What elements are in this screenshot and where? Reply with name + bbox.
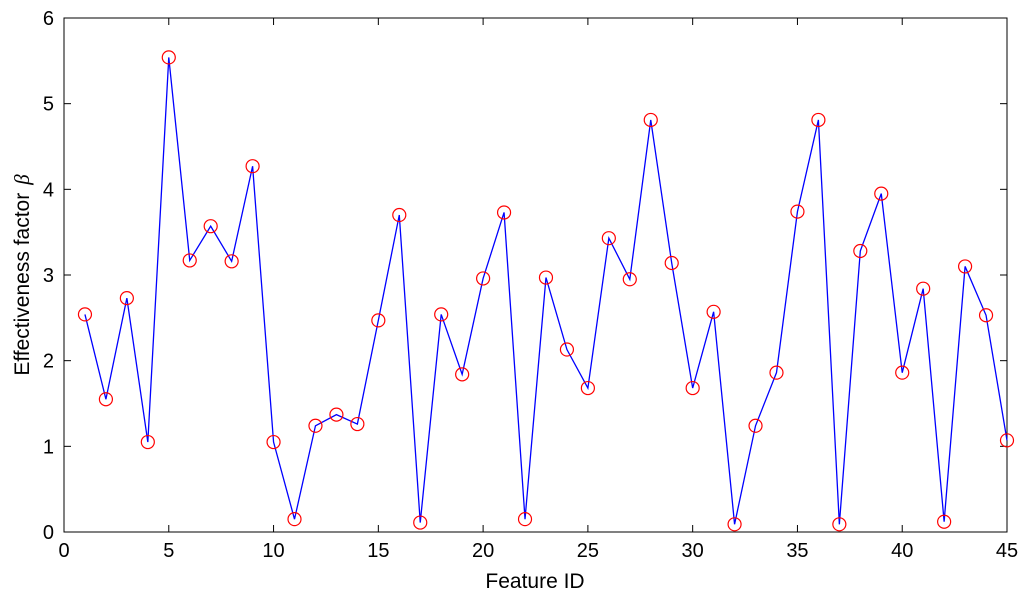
y-tick-label: 2: [43, 351, 54, 373]
data-point: [203, 219, 218, 234]
data-point: [266, 434, 281, 450]
plot-area: [63, 17, 1008, 533]
data-point: [245, 159, 260, 174]
x-tick-label: 30: [682, 540, 704, 562]
data-point: [161, 50, 176, 65]
x-tick-label: 10: [262, 540, 284, 562]
data-point: [957, 259, 973, 274]
x-tick-label: 40: [891, 540, 913, 562]
data-point: [496, 205, 512, 220]
x-tick-label: 25: [577, 540, 599, 562]
data-point: [622, 272, 637, 287]
data-point: [643, 112, 658, 128]
data-point: [455, 367, 470, 382]
data-point: [874, 186, 889, 201]
data-point: [916, 281, 931, 296]
x-tick-label: 15: [367, 540, 389, 562]
series-line: [84, 57, 1008, 525]
data-markers: [77, 50, 1015, 532]
data-point: [77, 307, 93, 322]
data-point: [476, 271, 491, 286]
data-point: [287, 512, 302, 527]
y-tick-label: 4: [43, 179, 54, 201]
data-point: [811, 112, 826, 128]
data-point: [559, 342, 575, 357]
data-point: [350, 416, 365, 432]
y-axis-label: Effectiveness factor β: [10, 174, 34, 376]
y-axis-label-text: Effectiveness factor: [11, 193, 34, 376]
x-tick-label: 0: [58, 540, 69, 562]
data-point: [895, 365, 910, 380]
data-point: [224, 254, 239, 269]
data-point: [685, 380, 700, 396]
x-tick-label: 45: [996, 540, 1018, 562]
data-point: [664, 255, 679, 271]
y-tick-label: 6: [43, 8, 54, 30]
data-point: [413, 515, 428, 530]
data-point: [329, 407, 344, 422]
x-tick-label: 20: [472, 540, 494, 562]
data-point: [98, 392, 114, 407]
data-point: [538, 270, 554, 285]
data-point: [937, 514, 952, 529]
data-point: [999, 433, 1015, 448]
data-point: [517, 512, 533, 527]
data-point: [434, 307, 449, 322]
x-tick-label: 5: [163, 540, 174, 562]
data-point: [769, 365, 784, 380]
data-point: [182, 253, 197, 268]
data-point: [371, 313, 386, 328]
data-point: [119, 291, 134, 306]
data-point: [790, 204, 805, 219]
y-tick-label: 3: [43, 265, 54, 287]
y-tick-label: 1: [43, 436, 54, 458]
data-point: [978, 308, 994, 323]
axis-ticks: [63, 17, 1008, 533]
data-point: [706, 304, 721, 319]
data-point: [580, 380, 595, 396]
x-axis-label: Feature ID: [485, 570, 584, 593]
data-point: [140, 434, 155, 450]
data-point: [832, 517, 847, 532]
data-point: [308, 418, 323, 433]
data-point: [748, 418, 763, 433]
data-point: [727, 517, 742, 532]
y-axis-label-symbol: β: [10, 174, 34, 186]
data-point: [601, 231, 616, 246]
data-point: [392, 207, 407, 223]
y-tick-label: 0: [43, 522, 54, 544]
x-tick-label: 35: [786, 540, 808, 562]
data-point: [853, 243, 868, 259]
y-tick-label: 5: [43, 94, 54, 116]
